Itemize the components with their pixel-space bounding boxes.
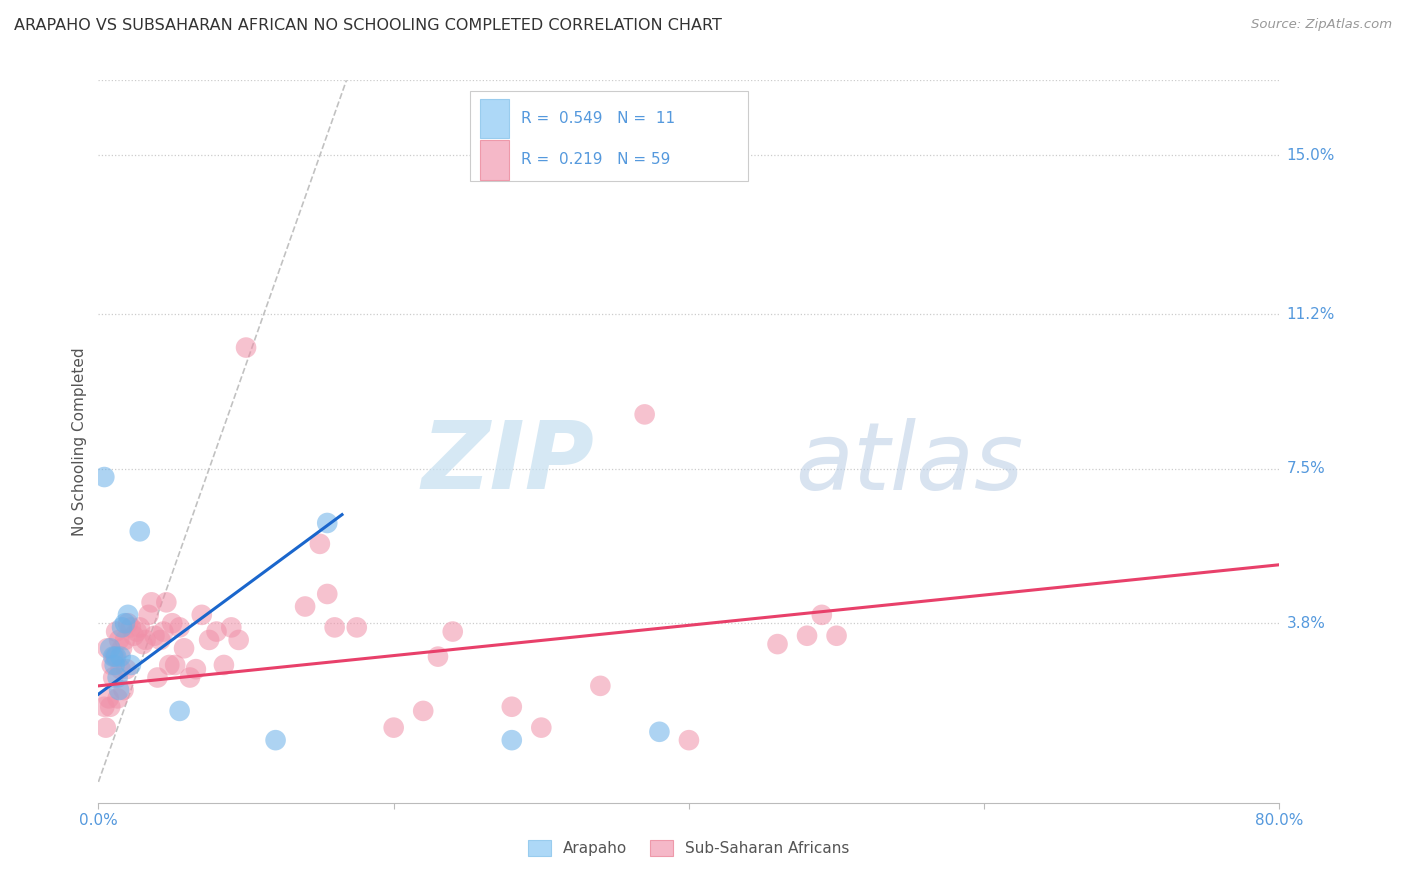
Point <box>135 632 157 647</box>
Point <box>825 629 848 643</box>
Point <box>796 629 818 643</box>
Point <box>111 620 134 634</box>
Point <box>678 733 700 747</box>
Text: 7.5%: 7.5% <box>1286 461 1326 476</box>
Point <box>94 721 117 735</box>
Text: 15.0%: 15.0% <box>1286 148 1334 163</box>
Point <box>146 671 169 685</box>
Point <box>114 616 136 631</box>
Text: R =  0.219   N = 59: R = 0.219 N = 59 <box>522 153 671 168</box>
Point <box>316 587 339 601</box>
Point <box>122 629 145 643</box>
Point <box>98 641 121 656</box>
Point <box>114 632 136 647</box>
Point <box>169 620 191 634</box>
Point <box>97 691 120 706</box>
Point <box>110 662 132 676</box>
Point <box>648 724 671 739</box>
Point <box>634 408 657 422</box>
Point <box>105 649 128 664</box>
Text: 3.8%: 3.8% <box>1286 615 1326 631</box>
Text: atlas: atlas <box>796 417 1024 508</box>
Text: 11.2%: 11.2% <box>1286 307 1334 322</box>
Point <box>184 662 207 676</box>
Text: R =  0.549   N =  11: R = 0.549 N = 11 <box>522 112 675 126</box>
Point <box>346 620 368 634</box>
Point <box>107 671 129 685</box>
Point <box>152 624 174 639</box>
Point <box>132 637 155 651</box>
Text: ARAPAHO VS SUBSAHARAN AFRICAN NO SCHOOLING COMPLETED CORRELATION CHART: ARAPAHO VS SUBSAHARAN AFRICAN NO SCHOOLI… <box>14 18 721 33</box>
Point <box>501 699 523 714</box>
Point <box>316 516 339 530</box>
Point <box>294 599 316 614</box>
Point <box>117 607 139 622</box>
Point <box>108 683 131 698</box>
Point <box>162 616 183 631</box>
Point <box>173 641 195 656</box>
Point <box>104 657 127 672</box>
Point <box>110 649 132 664</box>
Point <box>212 657 235 672</box>
Point <box>111 641 134 656</box>
Point <box>766 637 789 651</box>
Point <box>100 657 122 672</box>
Point <box>530 721 553 735</box>
Point <box>221 620 243 634</box>
Point <box>120 657 142 672</box>
Text: Source: ZipAtlas.com: Source: ZipAtlas.com <box>1251 18 1392 31</box>
Point <box>441 624 464 639</box>
Point <box>108 632 131 647</box>
Point <box>143 629 166 643</box>
Point <box>107 691 129 706</box>
Point <box>323 620 346 634</box>
Point <box>103 671 125 685</box>
Point <box>501 733 523 747</box>
Point <box>128 524 150 539</box>
Point <box>810 607 832 622</box>
Point <box>165 657 187 672</box>
Point <box>105 624 128 639</box>
Point <box>309 537 332 551</box>
Point <box>155 595 177 609</box>
Text: ZIP: ZIP <box>422 417 595 509</box>
Point <box>128 620 150 634</box>
Y-axis label: No Schooling Completed: No Schooling Completed <box>72 347 87 536</box>
Point <box>427 649 450 664</box>
Point <box>117 616 139 631</box>
Point <box>115 662 138 676</box>
Point <box>412 704 434 718</box>
Point <box>125 624 148 639</box>
Point <box>205 624 228 639</box>
Point <box>141 595 163 609</box>
Point <box>179 671 201 685</box>
Point <box>264 733 287 747</box>
Point <box>103 649 125 664</box>
Bar <box>479 140 509 179</box>
Point <box>228 632 250 647</box>
Point <box>149 632 172 647</box>
FancyBboxPatch shape <box>471 91 748 181</box>
Legend: Arapaho, Sub-Saharan Africans: Arapaho, Sub-Saharan Africans <box>520 832 858 863</box>
Point <box>93 470 115 484</box>
Point <box>112 683 135 698</box>
Point <box>138 607 160 622</box>
Point <box>157 657 180 672</box>
Point <box>93 699 115 714</box>
Point <box>104 649 127 664</box>
Point <box>96 641 118 656</box>
Point <box>191 607 214 622</box>
Point <box>98 699 121 714</box>
Point <box>382 721 405 735</box>
Point <box>169 704 191 718</box>
Point <box>235 341 257 355</box>
Point <box>589 679 612 693</box>
Point <box>198 632 221 647</box>
Point <box>120 620 142 634</box>
Bar <box>479 99 509 138</box>
